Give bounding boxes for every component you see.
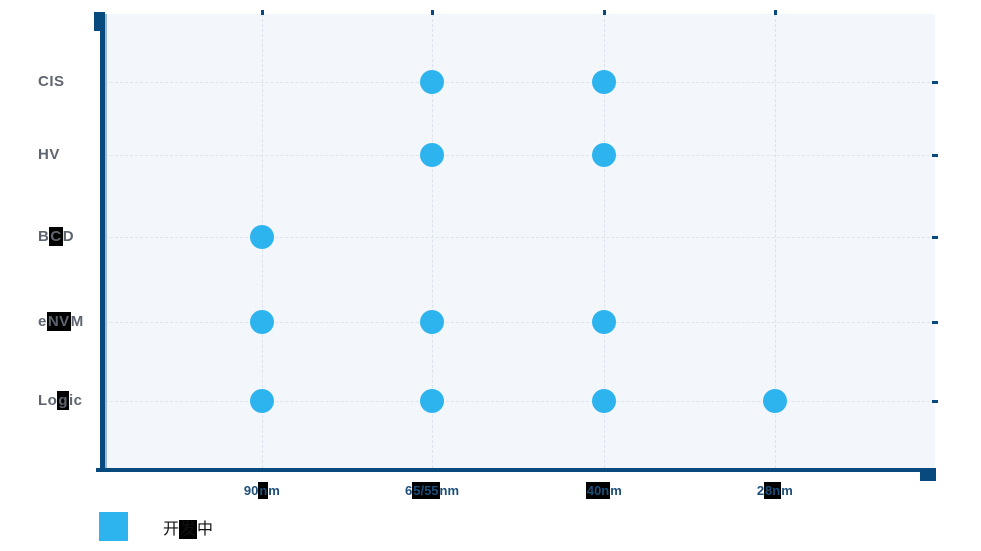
data-point-envm-90nm[interactable]: [249, 309, 274, 334]
data-point-cis-6555nm[interactable]: [420, 70, 445, 95]
label-text: nm: [439, 483, 460, 498]
legend-swatch[interactable]: [99, 512, 128, 541]
label-text: 90: [243, 483, 259, 498]
y-axis-label-hv: HV: [38, 146, 60, 163]
horizontal-gridline: [105, 155, 935, 157]
label-text: m: [610, 483, 622, 498]
data-point-envm-6555nm[interactable]: [420, 309, 445, 334]
label-text: HV: [38, 146, 60, 164]
glyph-artifact-highlight: 发: [179, 519, 198, 539]
label-text: 2: [756, 483, 765, 498]
legend-label: 开发中: [163, 515, 213, 539]
vertical-gridline: [774, 14, 776, 468]
label-text: m: [781, 483, 793, 498]
horizontal-gridline: [105, 400, 935, 402]
x-axis-top-tick: [602, 10, 606, 15]
label-text: B: [38, 227, 50, 245]
y-axis-right-tick: [932, 81, 938, 85]
label-text: Lo: [38, 391, 58, 409]
horizontal-gridline: [105, 321, 935, 323]
y-axis-right-tick: [932, 154, 938, 158]
vertical-gridline: [603, 14, 605, 468]
x-axis-label-40nm: 40nm: [585, 482, 622, 499]
data-point-logic-40nm[interactable]: [591, 388, 616, 413]
label-text: 6: [404, 483, 413, 498]
x-axis-label-6555nm: 65/55nm: [404, 482, 460, 499]
y-axis-right-tick: [932, 235, 938, 239]
y-axis-label-bcd: BCD: [38, 226, 75, 246]
label-text: D: [62, 227, 75, 245]
axis-handle-bottom-right[interactable]: [920, 469, 936, 481]
plot-area: [105, 14, 935, 468]
glyph-artifact-highlight: NV: [46, 311, 71, 331]
label-text: ic: [69, 391, 83, 409]
x-axis-label-28nm: 28nm: [756, 482, 793, 499]
y-axis-right-tick: [932, 320, 938, 324]
y-axis-label-cis: CIS: [38, 73, 65, 90]
axis-handle-top-left[interactable]: [94, 12, 105, 31]
glyph-artifact-highlight: 40n: [585, 482, 611, 499]
vertical-gridline: [432, 14, 434, 468]
x-axis-top-tick: [431, 10, 435, 15]
y-axis-label-logic: Logic: [38, 390, 83, 410]
x-axis-label-90nm: 90nm: [243, 482, 280, 499]
y-axis-inner-line: [105, 14, 107, 468]
data-point-hv-6555nm[interactable]: [420, 143, 445, 168]
x-axis-top-tick: [260, 10, 264, 15]
glyph-artifact-highlight: C: [49, 226, 63, 246]
label-text: M: [70, 312, 84, 330]
y-axis-label-envm: eNVM: [38, 311, 84, 331]
label-text: m: [268, 483, 280, 498]
y-axis-line: [100, 12, 105, 471]
data-point-envm-40nm[interactable]: [591, 309, 616, 334]
data-point-bcd-90nm[interactable]: [249, 224, 274, 249]
label-text: 中: [197, 520, 214, 538]
glyph-artifact-highlight: 8n: [764, 482, 782, 499]
data-point-hv-40nm[interactable]: [591, 143, 616, 168]
x-axis-line: [96, 468, 936, 472]
label-text: 开: [163, 520, 180, 538]
y-axis-right-tick: [932, 399, 938, 403]
data-point-logic-90nm[interactable]: [249, 388, 274, 413]
label-text: CIS: [38, 73, 65, 91]
legend[interactable]: 开发中: [99, 512, 213, 541]
label-text: e: [38, 312, 47, 330]
horizontal-gridline: [105, 82, 935, 84]
data-point-logic-28nm[interactable]: [762, 388, 787, 413]
data-point-logic-6555nm[interactable]: [420, 388, 445, 413]
horizontal-gridline: [105, 236, 935, 238]
glyph-artifact-highlight: 5/55: [412, 482, 440, 499]
x-axis-top-tick: [773, 10, 777, 15]
data-point-cis-40nm[interactable]: [591, 70, 616, 95]
glyph-artifact-highlight: n: [258, 482, 269, 499]
glyph-artifact-highlight: g: [57, 390, 69, 410]
